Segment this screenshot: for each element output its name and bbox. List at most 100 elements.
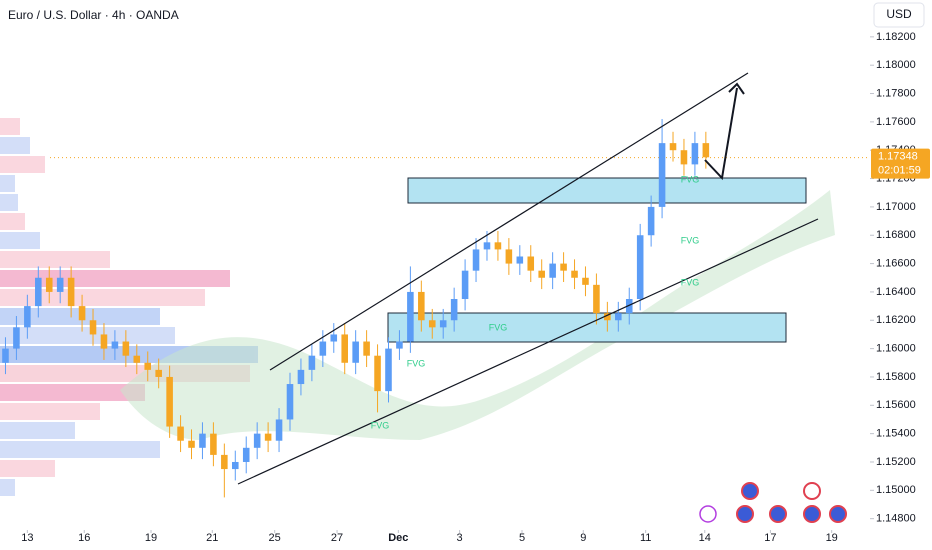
y-tick-label: 1.16000	[876, 343, 916, 355]
last-price-label: 1.17348	[878, 150, 918, 162]
arrow-head	[728, 82, 745, 95]
y-tick-label: 1.16600	[876, 257, 916, 269]
currency-button[interactable]	[873, 2, 925, 28]
candle-body	[428, 320, 436, 328]
candle-body	[363, 341, 370, 356]
y-tick-label: 1.16200	[876, 314, 916, 326]
candle-body	[450, 299, 458, 321]
y-tick-label: 1.16400	[876, 286, 916, 298]
candle-body	[647, 206, 655, 236]
candle-body	[702, 143, 710, 158]
candle-body	[658, 143, 666, 207]
candle-body	[593, 284, 600, 314]
candle-body	[133, 355, 141, 363]
candle-body	[286, 384, 294, 420]
candle-body	[166, 376, 173, 427]
candle-body	[483, 242, 491, 250]
candle-body	[232, 461, 239, 470]
candle-body	[319, 341, 327, 356]
fvg-label: FVG	[489, 322, 508, 332]
candle-body	[67, 277, 75, 307]
x-tick-label: 14	[699, 532, 711, 544]
candle-body	[297, 369, 305, 385]
candle-body	[144, 362, 152, 370]
candle-body	[571, 270, 578, 278]
currency[interactable]: USD	[886, 7, 912, 21]
countdown: 02:01:59	[878, 164, 921, 176]
candle-body	[549, 263, 556, 278]
candle-body	[330, 334, 338, 342]
y-tick-label: 1.18000	[876, 59, 916, 71]
y-tick-label: 1.14800	[876, 513, 916, 525]
candle-body	[669, 143, 677, 151]
x-tick-label: 21	[206, 532, 218, 544]
fvg-label: FVG	[681, 174, 700, 184]
fvg-label: FVG	[681, 235, 700, 245]
candle-body	[625, 299, 633, 314]
x-tick-label: 25	[269, 532, 281, 544]
candle-body	[56, 277, 64, 292]
candle-body	[35, 277, 42, 307]
candle-body	[264, 433, 272, 441]
candle-body	[374, 355, 381, 392]
candle-body	[680, 150, 688, 165]
fvg-label: FVG	[371, 420, 390, 430]
zone	[387, 312, 787, 343]
candle-body	[78, 306, 86, 321]
y-tick-label: 1.18200	[876, 31, 916, 43]
candle-body	[604, 313, 611, 321]
x-tick-label: 19	[826, 532, 838, 544]
candle-body	[538, 270, 545, 278]
chart-title: Euro / U.S. Dollar · 4h · OANDA	[8, 8, 179, 22]
candle-body	[122, 341, 130, 356]
candle-body	[221, 454, 228, 470]
candle-body	[210, 433, 217, 455]
candle-body	[275, 419, 283, 441]
y-tick-label: 1.15800	[876, 371, 916, 383]
last-price-box	[871, 148, 930, 179]
candle-body	[24, 306, 31, 328]
x-tick-label: 13	[21, 532, 33, 544]
candle-body	[461, 270, 469, 300]
x-tick-label: Dec	[388, 532, 408, 544]
candle-body	[89, 320, 97, 335]
candle-body	[45, 277, 53, 292]
candle-body	[188, 440, 195, 448]
y-tick-label: 1.15000	[876, 484, 916, 496]
candle-body	[407, 291, 414, 342]
x-tick-label: 16	[78, 532, 90, 544]
candle-body	[177, 426, 184, 441]
candle-body	[527, 256, 535, 271]
candle-body	[494, 242, 502, 250]
y-tick-label: 1.15200	[876, 456, 916, 468]
candle-body	[691, 143, 699, 165]
candle-body	[615, 313, 622, 321]
arrow	[704, 87, 738, 181]
x-tick-label: 17	[764, 532, 776, 544]
candle-body	[516, 256, 524, 264]
candle-body	[100, 334, 108, 349]
channel-line	[269, 72, 749, 371]
event-icons	[699, 482, 847, 523]
candle-body	[352, 341, 359, 363]
y-tick-label: 1.15600	[876, 399, 916, 411]
x-tick-label: 9	[580, 532, 586, 544]
y-tick-label: 1.17600	[876, 116, 916, 128]
y-tick-label: 1.17000	[876, 201, 916, 213]
candle-body	[111, 341, 119, 349]
candle-body	[308, 355, 316, 370]
candle-body	[199, 433, 206, 448]
candle-body	[341, 334, 348, 363]
fvg-label: FVG	[407, 358, 426, 368]
channel-line	[237, 218, 819, 485]
candle-body	[582, 277, 589, 285]
x-tick-label: 11	[640, 532, 651, 544]
y-tick-label: 1.15400	[876, 428, 916, 440]
x-tick-label: 3	[457, 532, 463, 544]
candle-body	[505, 249, 513, 264]
candle-body	[385, 348, 392, 392]
x-tick-label: 27	[331, 532, 343, 544]
y-tick-label: 1.16800	[876, 229, 916, 241]
candle-body	[13, 327, 20, 349]
